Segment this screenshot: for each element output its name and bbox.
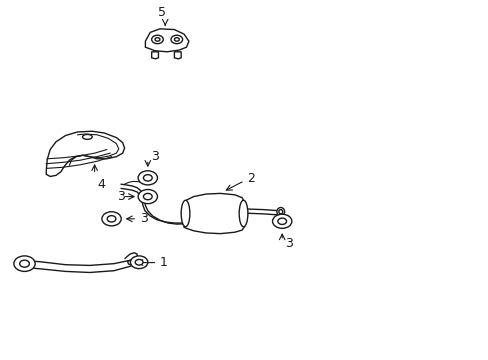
- Circle shape: [107, 216, 116, 222]
- Text: 3: 3: [150, 150, 158, 163]
- Circle shape: [138, 171, 157, 185]
- Ellipse shape: [276, 207, 284, 216]
- Circle shape: [277, 218, 286, 225]
- Ellipse shape: [82, 134, 92, 139]
- Polygon shape: [174, 52, 181, 59]
- Polygon shape: [151, 52, 158, 59]
- Text: 3: 3: [285, 237, 292, 250]
- Circle shape: [155, 38, 160, 41]
- Text: 4: 4: [97, 178, 105, 191]
- Circle shape: [135, 260, 142, 265]
- Circle shape: [151, 35, 163, 44]
- Circle shape: [272, 214, 291, 228]
- Text: 3: 3: [117, 190, 124, 203]
- Text: 3: 3: [140, 212, 148, 225]
- Ellipse shape: [181, 200, 189, 227]
- Circle shape: [130, 256, 147, 269]
- Polygon shape: [46, 131, 124, 176]
- Circle shape: [20, 260, 29, 267]
- Ellipse shape: [239, 200, 247, 227]
- Circle shape: [143, 175, 152, 181]
- Text: 5: 5: [158, 6, 166, 19]
- Polygon shape: [183, 193, 244, 234]
- Circle shape: [143, 193, 152, 200]
- Circle shape: [171, 35, 182, 44]
- Circle shape: [14, 256, 35, 271]
- Circle shape: [138, 189, 157, 204]
- Circle shape: [102, 212, 121, 226]
- Text: 2: 2: [246, 172, 254, 185]
- Text: 1: 1: [160, 256, 167, 269]
- Polygon shape: [145, 29, 188, 52]
- Ellipse shape: [278, 210, 282, 214]
- Circle shape: [174, 38, 179, 41]
